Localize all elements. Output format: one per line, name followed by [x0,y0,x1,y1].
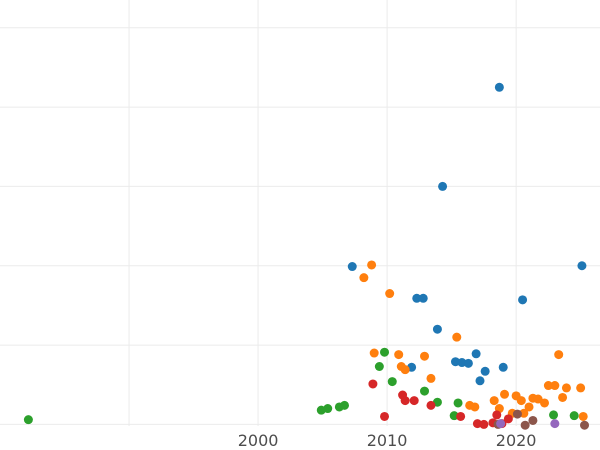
data-point [500,389,510,399]
data-point [387,377,397,387]
data-point [498,362,508,372]
data-point [432,324,442,334]
data-point [394,350,404,360]
data-point [374,362,384,372]
data-point [471,349,481,359]
data-point [418,293,428,303]
x-tick-label: 2010 [367,431,408,450]
data-point [400,365,410,375]
data-point [569,411,579,421]
x-tick-label: 2020 [496,431,537,450]
data-point [528,415,538,425]
data-point [463,358,473,368]
data-points [23,82,590,430]
x-axis-tick-labels: 2000 2010 2020 [238,431,537,450]
data-point [380,411,390,421]
data-point [475,376,485,386]
data-point [550,381,560,391]
data-point [420,386,430,396]
data-point [550,419,560,429]
data-point [380,347,390,357]
data-point [340,400,350,410]
data-point [347,262,357,272]
data-point [426,373,436,383]
data-point [412,293,422,303]
data-point [578,411,588,421]
data-point [580,420,590,430]
data-point [520,420,530,430]
data-point [576,383,586,393]
x-tick-label: 2000 [238,431,279,450]
data-point [385,289,395,299]
data-point [518,295,528,305]
data-point [368,379,378,389]
data-point [452,332,462,342]
data-point [549,410,559,420]
data-point [489,396,499,406]
data-point [426,400,436,410]
data-point [479,419,489,429]
data-point [409,396,419,406]
data-point [359,273,369,283]
data-point [524,402,534,412]
data-point [470,402,480,412]
data-point [540,398,550,408]
data-point [554,350,564,360]
data-point [367,260,377,270]
data-point [456,411,466,421]
data-point [561,383,571,393]
data-point [503,414,513,424]
data-point [420,351,430,361]
data-point [516,396,526,406]
data-point [453,398,463,408]
grid-lines [0,0,600,426]
data-point [480,366,490,376]
data-point [400,396,410,406]
data-point [533,394,543,404]
data-point [369,348,379,358]
data-point [558,392,568,402]
data-point [438,181,448,191]
data-point [323,404,333,414]
data-point [512,409,522,419]
data-point [494,82,504,92]
data-point [543,381,553,391]
data-point [496,419,506,429]
data-point [23,415,33,425]
data-point [492,410,502,420]
data-point [577,261,587,271]
